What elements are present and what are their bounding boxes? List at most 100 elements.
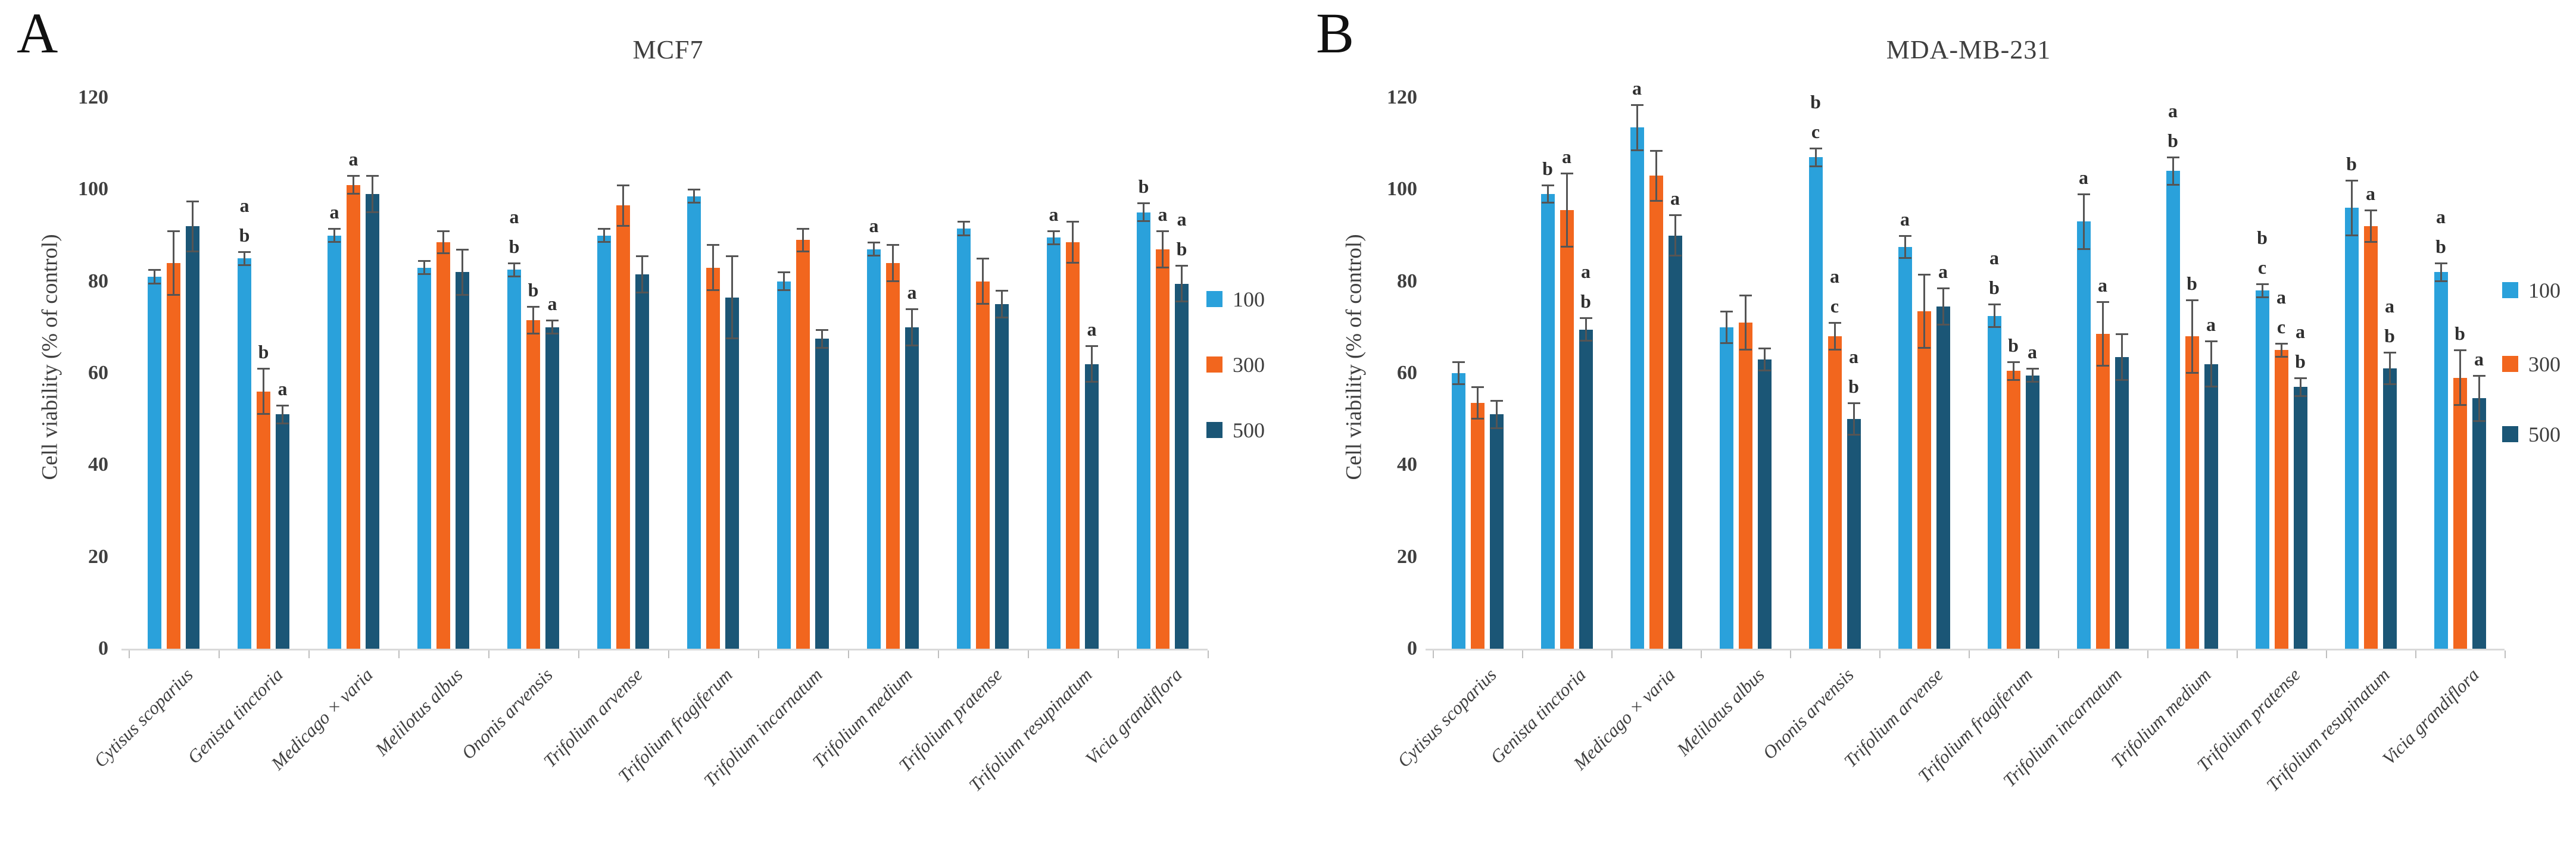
- error-bar-cap: [2256, 283, 2269, 285]
- significance-letter: b: [1580, 290, 1591, 312]
- x-axis-tick: [2237, 650, 2238, 658]
- error-bar: [1763, 348, 1766, 371]
- x-axis-tick: [2505, 650, 2506, 658]
- bar-100: [417, 267, 431, 649]
- error-bar: [1181, 265, 1183, 302]
- bar-300: [257, 391, 270, 649]
- significance-letter: b: [2008, 334, 2019, 356]
- error-bar-cap: [2077, 193, 2090, 196]
- error-bar: [1814, 148, 1817, 167]
- significance-letter: b: [239, 224, 250, 246]
- x-axis-tick: [668, 650, 669, 658]
- significance-letter: a: [1632, 77, 1642, 99]
- bar-100: [957, 228, 971, 649]
- error-bar-cap: [1847, 434, 1860, 436]
- error-bar-cap: [2115, 379, 2128, 381]
- error-bar-cap: [778, 289, 790, 292]
- y-tick-label: 100: [78, 178, 108, 201]
- error-bar: [173, 230, 174, 295]
- error-bar: [1476, 387, 1479, 420]
- error-bar-cap: [366, 211, 379, 213]
- error-bar: [1904, 235, 1906, 259]
- error-bar: [873, 242, 875, 257]
- significance-letter: a: [509, 205, 519, 227]
- error-bar: [333, 228, 335, 243]
- error-bar-cap: [707, 243, 719, 246]
- error-bar-cap: [527, 333, 539, 335]
- x-category-label: Melilotus albus: [1673, 664, 1769, 760]
- error-bar-cap: [816, 346, 828, 349]
- x-category-label: Trifolium pratense: [894, 664, 1006, 776]
- x-axis-tick: [1790, 650, 1791, 658]
- error-bar-cap: [1809, 147, 1822, 149]
- error-bar-cap: [2275, 355, 2288, 358]
- error-bar: [2082, 194, 2085, 249]
- error-bar: [2172, 157, 2174, 185]
- significance-letter: b: [2384, 325, 2395, 347]
- error-bar-cap: [1086, 381, 1098, 383]
- error-bar-cap: [816, 329, 828, 331]
- error-bar-cap: [688, 202, 700, 204]
- significance-letter: b: [1989, 277, 2000, 299]
- error-bar-cap: [1175, 264, 1188, 267]
- error-bar-cap: [238, 251, 251, 253]
- x-category-label: Medicago × varia: [1569, 664, 1679, 774]
- error-bar-cap: [2364, 241, 2377, 243]
- legend-swatch-100: [1206, 291, 1222, 307]
- error-bar-cap: [2077, 248, 2090, 250]
- error-bar-cap: [2096, 365, 2109, 367]
- x-category-label: Trifolium resupinatum: [2262, 664, 2394, 796]
- error-bar-cap: [2007, 379, 2020, 381]
- error-bar: [2031, 368, 2034, 383]
- error-bar-cap: [1541, 202, 1554, 204]
- significance-letter: a: [547, 293, 557, 315]
- x-axis-tick: [1522, 650, 1523, 658]
- error-bar-cap: [167, 293, 180, 296]
- x-category-label: Trifolium fragiferum: [613, 664, 737, 787]
- error-bar: [2210, 340, 2212, 387]
- error-bar: [1923, 274, 1925, 348]
- error-bar-cap: [778, 271, 790, 274]
- error-bar-cap: [328, 227, 341, 230]
- bar-100: [148, 276, 161, 649]
- error-bar-cap: [1066, 261, 1079, 264]
- bar-300: [1738, 323, 1752, 649]
- error-bar: [263, 368, 264, 415]
- x-axis-tick: [1118, 650, 1119, 658]
- significance-letter: a: [1989, 247, 1999, 269]
- bar-300: [167, 262, 180, 649]
- bar-500: [366, 194, 379, 649]
- error-bar-cap: [1758, 347, 1771, 349]
- y-tick-label: 60: [1397, 362, 1417, 384]
- error-bar: [1833, 323, 1836, 351]
- error-bar-cap: [868, 255, 880, 257]
- error-bar: [2120, 334, 2123, 380]
- error-bar-cap: [598, 227, 610, 230]
- error-bar-cap: [598, 241, 610, 243]
- error-bar: [712, 244, 714, 291]
- error-bar-cap: [906, 344, 918, 346]
- bar-500: [995, 304, 1009, 649]
- significance-letter: b: [528, 279, 539, 301]
- error-bar-cap: [2383, 352, 2396, 354]
- bar-300: [616, 205, 630, 649]
- error-bar-cap: [527, 306, 539, 308]
- significance-letter: b: [1542, 157, 1553, 179]
- bar-500: [815, 339, 829, 649]
- error-bar-cap: [456, 248, 469, 251]
- error-bar-cap: [2166, 157, 2179, 159]
- error-bar-cap: [508, 262, 520, 264]
- panel-a-title: MCF7: [632, 35, 704, 64]
- bar-100: [867, 249, 881, 649]
- x-category-label: Vicia grandiflora: [1081, 664, 1186, 769]
- legend-label-300: 300: [1233, 353, 1265, 377]
- bar-300: [706, 267, 720, 649]
- bar-300: [1066, 242, 1080, 649]
- significance-letter: b: [1848, 376, 1859, 398]
- x-axis-tick: [2415, 650, 2416, 658]
- error-bar-cap: [1917, 346, 1931, 349]
- x-axis-tick: [758, 650, 759, 658]
- error-bar-cap: [2204, 386, 2218, 388]
- error-bar: [1674, 214, 1676, 257]
- error-bar-cap: [1471, 386, 1484, 389]
